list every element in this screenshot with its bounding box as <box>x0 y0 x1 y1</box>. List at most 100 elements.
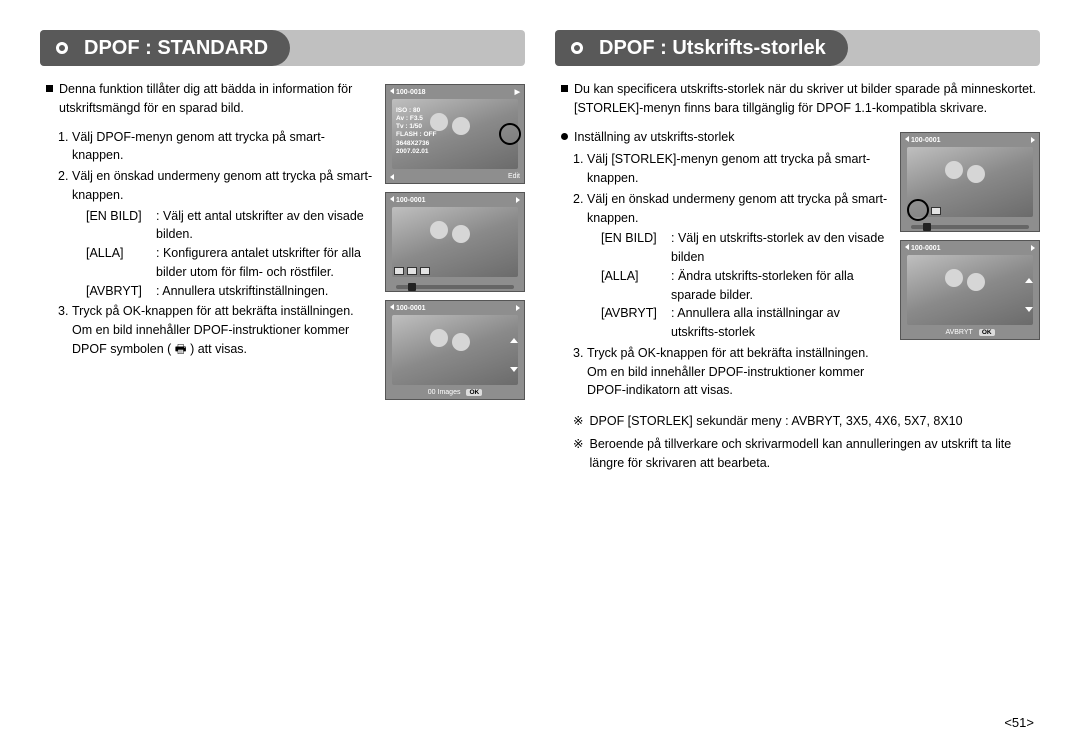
camera-screen: 100-0001 <box>900 132 1040 232</box>
camera-screen: 100-0001 AVBRYT OK <box>900 240 1040 340</box>
screen-topbar: 100-0001 <box>905 244 1035 252</box>
screen-photo <box>907 255 1033 325</box>
file-id: 100-0001 <box>396 197 426 204</box>
file-id: 100-0018 <box>396 89 426 96</box>
footnote-mark-icon: ※ <box>573 435 583 473</box>
highlight-ring-icon <box>499 123 521 145</box>
file-id: 100-0001 <box>911 137 941 144</box>
subhead-row: Inställning av utskrifts-storlek <box>555 128 890 147</box>
ok-button-icon: OK <box>979 329 995 336</box>
footnote-text: Beroende på tillverkare och skrivarmodel… <box>589 435 1040 473</box>
opt-row: [ALLA] : Konfigurera antalet utskrifter … <box>86 244 375 282</box>
opt-val: : Konfigurera antalet utskrifter för all… <box>156 244 375 282</box>
section-title: DPOF : Utskrifts-storlek <box>599 37 826 60</box>
section-title-pill: DPOF : STANDARD <box>40 30 290 66</box>
intro-text: Denna funktion tillåter dig att bädda in… <box>59 80 375 118</box>
options-table: [EN BILD] : Välj en utskrifts-storlek av… <box>601 229 890 342</box>
opt-key: [ALLA] <box>86 244 156 282</box>
up-down-arrows <box>510 338 518 374</box>
screen-topbar: 100-0001 <box>390 304 520 312</box>
step-2-text: Välj en önskad undermeny genom att tryck… <box>72 169 372 202</box>
highlight-ring-icon <box>907 199 929 221</box>
camera-screen: 100-0001 00 Images OK <box>385 300 525 400</box>
opt-val: : Annullera utskriftinställningen. <box>156 282 375 301</box>
section-title: DPOF : STANDARD <box>84 37 268 60</box>
subhead-text: Inställning av utskrifts-storlek <box>574 128 734 147</box>
right-arrow-icon <box>1031 137 1035 143</box>
file-id: 100-0001 <box>911 245 941 252</box>
right-arrow-icon <box>516 305 520 311</box>
opt-key: [AVBRYT] <box>86 282 156 301</box>
opt-key: [EN BILD] <box>601 229 671 267</box>
screen-slider <box>396 285 514 289</box>
step-1: Välj DPOF-menyn genom att trycka på smar… <box>58 128 375 166</box>
screen-topbar: 100-0001 <box>905 136 1035 144</box>
screen-bottombar: AVBRYT OK <box>905 329 1035 336</box>
edit-label: Edit <box>508 173 520 180</box>
right-body: Inställning av utskrifts-storlek Välj [S… <box>555 128 1040 403</box>
two-column-layout: DPOF : STANDARD Denna funktion tillåter … <box>40 30 1040 476</box>
right-text: Inställning av utskrifts-storlek Välj [S… <box>555 128 890 403</box>
camera-screen: 100-0001 <box>385 192 525 292</box>
right-arrow-icon <box>516 197 520 203</box>
opt-key: [EN BILD] <box>86 207 156 245</box>
screen-topbar: 100-0018 ▶ <box>390 88 520 96</box>
opt-row: [AVBRYT] : Annullera utskriftinställning… <box>86 282 375 301</box>
play-icon: ▶ <box>515 88 520 96</box>
up-down-arrows <box>1025 278 1033 314</box>
left-body: Denna funktion tillåter dig att bädda in… <box>40 80 525 400</box>
right-column: DPOF : Utskrifts-storlek Du kan specific… <box>555 30 1040 476</box>
step-2-text: Välj en önskad undermeny genom att tryck… <box>587 192 887 225</box>
left-arrow-icon <box>390 174 394 180</box>
footnote-mark-icon: ※ <box>573 412 583 431</box>
square-bullet-icon <box>46 85 53 92</box>
opt-val: : Välj en utskrifts-storlek av den visad… <box>671 229 890 267</box>
intro-row: Denna funktion tillåter dig att bädda in… <box>40 80 375 118</box>
right-arrow-icon <box>1031 245 1035 251</box>
screen-topbar: 100-0001 <box>390 196 520 204</box>
up-arrow-icon <box>510 338 518 343</box>
left-screens: 100-0018 ▶ ISO : 80 Av : F3.5 Tv : 1/50 … <box>385 84 525 400</box>
section-title-pill: DPOF : Utskrifts-storlek <box>555 30 848 66</box>
header-bullet-icon <box>571 42 583 54</box>
up-arrow-icon <box>1025 278 1033 283</box>
left-arrow-icon <box>905 136 909 142</box>
screen-bottombar: Edit <box>390 173 520 180</box>
section-header-band: DPOF : STANDARD <box>40 30 525 66</box>
opt-key: [AVBRYT] <box>601 304 671 342</box>
screen-photo <box>392 315 518 385</box>
step-1: Välj [STORLEK]-menyn genom att trycka på… <box>573 150 890 188</box>
camera-screen: 100-0018 ▶ ISO : 80 Av : F3.5 Tv : 1/50 … <box>385 84 525 184</box>
steps-list: Välj DPOF-menyn genom att trycka på smar… <box>40 128 375 359</box>
step-3: Tryck på OK-knappen för att bekräfta ins… <box>573 344 890 400</box>
footnote-text: DPOF [STORLEK] sekundär meny : AVBRYT, 3… <box>589 412 962 431</box>
exif-info: ISO : 80 Av : F3.5 Tv : 1/50 FLASH : OFF… <box>396 107 436 156</box>
dot-bullet-icon <box>561 133 568 140</box>
manual-page: DPOF : STANDARD Denna funktion tillåter … <box>0 0 1080 746</box>
opt-val: : Välj ett antal utskrifter av den visad… <box>156 207 375 245</box>
left-arrow-icon <box>390 196 394 202</box>
down-arrow-icon <box>1025 307 1033 312</box>
left-arrow-icon <box>905 244 909 250</box>
opt-row: [EN BILD] : Välj ett antal utskrifter av… <box>86 207 375 245</box>
left-arrow-icon <box>390 304 394 310</box>
dpof-icons <box>931 207 941 215</box>
opt-val: : Annullera alla inställningar av utskri… <box>671 304 890 342</box>
opt-val: : Ändra utskrifts-storleken för alla spa… <box>671 267 890 305</box>
opt-key: [ALLA] <box>601 267 671 305</box>
header-bullet-icon <box>56 42 68 54</box>
intro-row: Du kan specificera utskrifts-storlek när… <box>555 80 1040 118</box>
step-3: Tryck på OK-knappen för att bekräfta ins… <box>58 302 375 358</box>
footnote-row: ※ Beroende på tillverkare och skrivarmod… <box>573 435 1040 473</box>
footnote-row: ※ DPOF [STORLEK] sekundär meny : AVBRYT,… <box>573 412 1040 431</box>
steps-list: Välj [STORLEK]-menyn genom att trycka på… <box>555 150 890 400</box>
left-column: DPOF : STANDARD Denna funktion tillåter … <box>40 30 525 476</box>
left-arrow-icon <box>390 88 394 94</box>
footnotes: ※ DPOF [STORLEK] sekundär meny : AVBRYT,… <box>555 412 1040 472</box>
left-text: Denna funktion tillåter dig att bädda in… <box>40 80 375 361</box>
opt-row: [AVBRYT] : Annullera alla inställningar … <box>601 304 890 342</box>
step-2: Välj en önskad undermeny genom att tryck… <box>573 190 890 342</box>
right-screens: 100-0001 100-0001 <box>900 132 1040 340</box>
dpof-icons <box>394 267 430 275</box>
opt-row: [EN BILD] : Välj en utskrifts-storlek av… <box>601 229 890 267</box>
